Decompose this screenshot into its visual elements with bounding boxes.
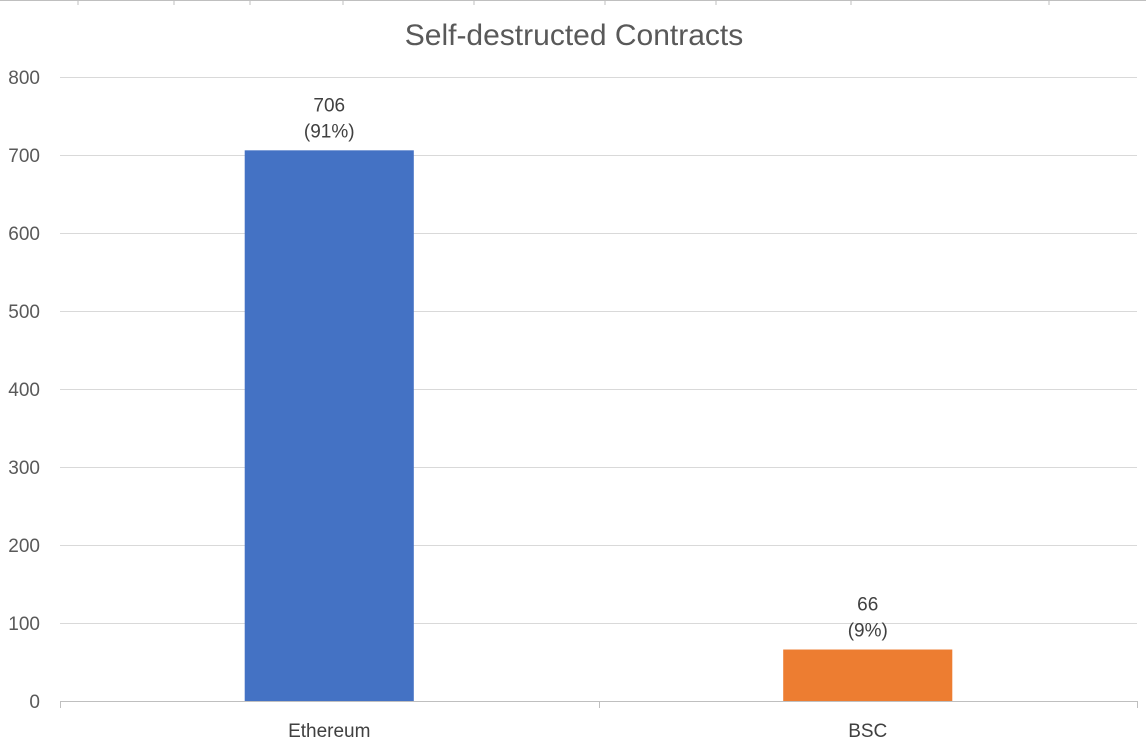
x-tick-label: BSC <box>848 721 887 742</box>
data-labels: 706 (91%) 66 (9%) <box>304 95 888 641</box>
y-tick-label: 600 <box>8 224 40 245</box>
top-border-ticks <box>0 0 1146 5</box>
y-tick-label: 400 <box>8 380 40 401</box>
data-label-percent: (9%) <box>848 621 888 642</box>
y-tick-label: 700 <box>8 146 40 167</box>
bar-ethereum <box>244 150 414 701</box>
data-label-value: 706 <box>313 95 345 116</box>
y-tick-label: 100 <box>8 614 40 635</box>
y-axis-tick-labels: 0 100 200 300 400 500 600 700 800 <box>8 68 40 713</box>
x-axis: Ethereum BSC <box>60 701 1138 742</box>
bar-bsc <box>783 649 953 701</box>
data-label-value: 66 <box>857 595 878 616</box>
y-tick-label: 800 <box>8 68 40 89</box>
gridlines <box>60 77 1137 624</box>
chart-title: Self-destructed Contracts <box>405 19 743 52</box>
y-tick-label: 200 <box>8 536 40 557</box>
y-tick-label: 0 <box>29 692 40 713</box>
y-tick-label: 500 <box>8 302 40 323</box>
y-tick-label: 300 <box>8 458 40 479</box>
bars <box>244 150 953 701</box>
x-tick-label: Ethereum <box>288 721 370 742</box>
data-label-percent: (91%) <box>304 121 355 142</box>
